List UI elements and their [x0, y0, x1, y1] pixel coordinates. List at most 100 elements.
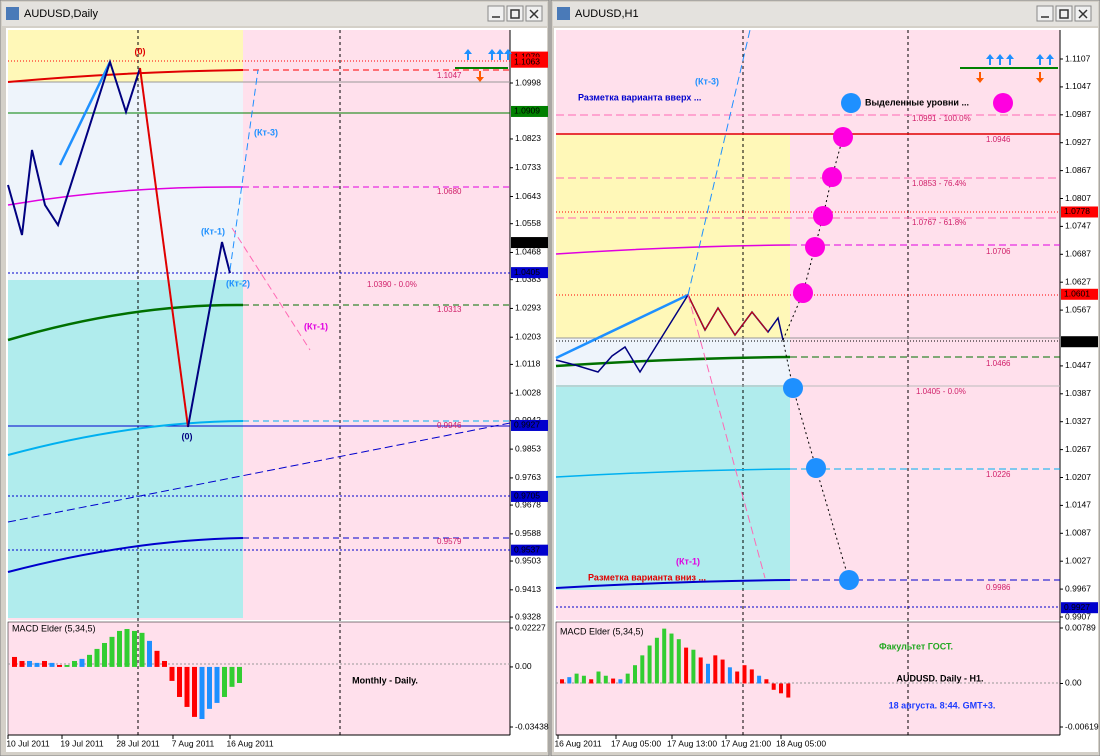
path-down: [782, 339, 850, 581]
histogram-bar: [749, 669, 754, 684]
histogram-bar: [34, 662, 40, 667]
caption: Факультет ГОСТ.: [879, 641, 953, 651]
histogram-bar: [177, 666, 182, 697]
histogram-bar: [94, 648, 100, 667]
price-tick-label: 1.0823: [515, 133, 541, 143]
level-label: 1.0767 - 61.8%: [912, 218, 966, 227]
histogram-bar: [618, 679, 623, 684]
title-bar: [2, 2, 547, 26]
level-label: 1.0680: [437, 187, 462, 196]
histogram-bar: [132, 630, 137, 667]
caption: Monthly - Daily.: [352, 675, 418, 685]
wave-label: (Кт-1): [201, 226, 225, 236]
price-tag-label: 1.0909: [514, 106, 540, 116]
window-right: AUDUSD,H1 (Кт-3): [550, 0, 1100, 756]
signal-arrow: [986, 54, 994, 65]
price-tag: [511, 490, 548, 502]
histogram-bar: [222, 666, 227, 697]
window-left: AUDUSD,Daily (0) (0) (Кт-3) (Кт-1) (Кт-2…: [0, 0, 550, 756]
marker: [993, 93, 1013, 113]
target-markers-up: [793, 93, 1013, 303]
price-tag: [511, 544, 548, 556]
histogram-bar: [647, 645, 652, 684]
histogram-bar: [567, 677, 572, 684]
note: Разметка варианта вниз ...: [588, 572, 706, 582]
price-tag: [1061, 206, 1098, 218]
signal-arrow: [476, 71, 484, 82]
indicator-tick-label: -0.03438: [515, 721, 549, 731]
price-tag-label: 1.0601: [1064, 289, 1090, 299]
histogram-bar: [611, 678, 616, 684]
wave-label: (Кт-2): [226, 278, 250, 288]
projection-line: [687, 29, 751, 296]
price-tick-label: 1.0468: [515, 247, 541, 257]
price-tick-label: 1.0387: [1065, 388, 1091, 398]
signal-arrow: [1046, 54, 1054, 65]
price-tick-label: 1.0558: [515, 218, 541, 228]
moving-average: [7, 537, 244, 573]
note: Выделенные уровни ...: [865, 97, 969, 107]
minimize-button[interactable]: [487, 5, 505, 22]
histogram-bar: [691, 649, 696, 684]
histogram-bar: [669, 633, 674, 684]
price-tick-label: 1.0027: [1065, 555, 1091, 565]
price-tick-label: 1.0643: [515, 191, 541, 201]
histogram-bar: [214, 666, 220, 703]
window-title: AUDUSD,Daily: [24, 8, 98, 20]
date-label: 17 Aug 05:00: [611, 738, 661, 748]
projection-line: [687, 294, 766, 579]
signal-arrow: [488, 49, 496, 60]
price-tick-label: 1.0567: [1065, 304, 1091, 314]
trend-line: [7, 422, 511, 523]
price-tick-label: 1.0867: [1065, 165, 1091, 175]
level-label: 1.1047: [437, 71, 462, 80]
moving-average: [555, 468, 791, 478]
level-label: 1.0226: [986, 470, 1011, 479]
price-tick-label: 0.9413: [515, 584, 541, 594]
price-tick-label: 1.0327: [1065, 416, 1091, 426]
price-tick-label: 0.9503: [515, 555, 541, 565]
histogram-bar: [192, 666, 197, 717]
marker: [833, 127, 853, 147]
caption: 18 августа. 8:44. GMT+3.: [889, 700, 996, 710]
price-tick-label: 0.9907: [1065, 611, 1091, 621]
zone-yellow: [556, 135, 790, 338]
indicator-name: MACD Elder (5,34,5): [12, 623, 96, 633]
zone-cyan: [556, 385, 790, 590]
histogram-bar: [19, 660, 25, 667]
indicator-tick-label: -0.00619: [1065, 721, 1099, 731]
price-tag-label: 0.9927: [1064, 602, 1090, 612]
histogram-bar: [199, 666, 205, 719]
price-tag: [1061, 336, 1098, 348]
moving-average: [7, 420, 244, 456]
date-label: 28 Jul 2011: [116, 738, 160, 748]
histogram-bar: [87, 654, 92, 667]
zigzag: [187, 241, 231, 428]
indicator-name: MACD Elder (5,34,5): [560, 626, 644, 636]
target-markers-down: [783, 93, 861, 590]
marker: [805, 237, 825, 257]
moving-average: [555, 355, 791, 368]
moving-average: [555, 244, 791, 255]
date-label: 19 Jul 2011: [60, 738, 104, 748]
date-label: 18 Aug 05:00: [776, 738, 826, 748]
histogram-bar: [64, 664, 70, 667]
histogram-bar: [229, 666, 235, 687]
wave-label: (Кт-3): [254, 127, 278, 137]
price-tick-label: 1.0028: [515, 387, 541, 397]
moving-average: [555, 579, 791, 589]
histogram-bar: [596, 671, 601, 684]
histogram-bar: [654, 637, 659, 684]
indicator-tick-label: 0.00: [515, 661, 532, 671]
histogram-bar: [684, 647, 689, 684]
price-tick-label: 1.0987: [1065, 109, 1091, 119]
price-tag: [1061, 602, 1098, 614]
minimize-button[interactable]: [1036, 5, 1054, 22]
histogram-bar: [139, 632, 145, 667]
histogram-bar: [676, 639, 681, 684]
histogram-bar: [42, 660, 47, 667]
histogram-bar: [12, 656, 17, 667]
indicator-tick-label: 0.00789: [1065, 622, 1096, 632]
histogram-bar: [169, 666, 175, 681]
